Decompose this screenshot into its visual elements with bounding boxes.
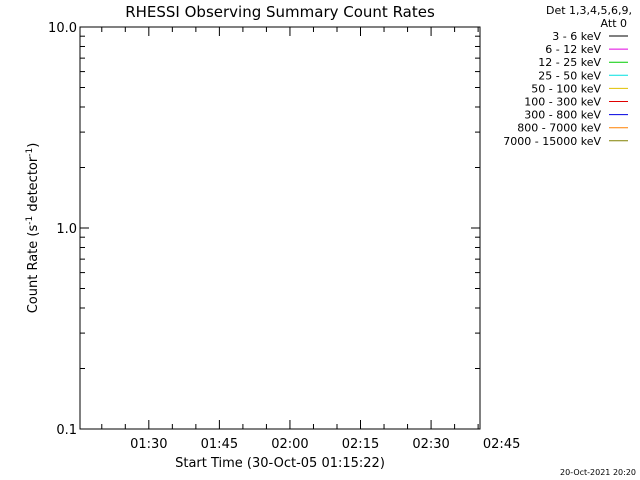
legend-label: 100 - 300 keV — [524, 96, 601, 109]
legend-label: 6 - 12 keV — [545, 43, 601, 56]
x-tick-label: 02:45 — [483, 437, 520, 452]
footer-timestamp: 20-Oct-2021 20:20 — [560, 468, 636, 477]
legend-label: 50 - 100 keV — [531, 82, 601, 95]
legend-label: 25 - 50 keV — [538, 69, 601, 82]
legend-label: 3 - 6 keV — [552, 30, 601, 43]
y-tick-label: 10.0 — [48, 21, 77, 36]
chart-title: RHESSI Observing Summary Count Rates — [125, 3, 435, 21]
legend-label: 7000 - 15000 keV — [503, 135, 601, 148]
plot-frame — [79, 26, 481, 430]
legend-label: 300 - 800 keV — [524, 109, 601, 122]
x-tick-label: 02:15 — [342, 437, 379, 452]
y-tick-label: 1.0 — [56, 222, 77, 237]
x-tick-label: 02:00 — [271, 437, 308, 452]
x-axis-label: Start Time (30-Oct-05 01:15:22) — [175, 456, 385, 471]
x-tick-label: 02:30 — [412, 437, 449, 452]
x-axis: 01:30 01:45 02:00 02:15 02:30 02:45 — [101, 27, 520, 452]
legend-header-line1: Det 1,3,4,5,6,9, — [546, 4, 632, 17]
y-tick-label: 0.1 — [56, 423, 77, 438]
x-tick-label: 01:45 — [201, 437, 238, 452]
legend-header-line2: Att 0 — [601, 17, 627, 30]
legend-label: 12 - 25 keV — [538, 56, 601, 69]
y-axis-label: Count Rate (s-1 detector-1) — [25, 143, 41, 314]
legend-label: 800 - 7000 keV — [517, 122, 601, 135]
x-tick-label: 01:30 — [130, 437, 167, 452]
y-axis: 0.1 1.0 10.0 — [48, 21, 480, 438]
